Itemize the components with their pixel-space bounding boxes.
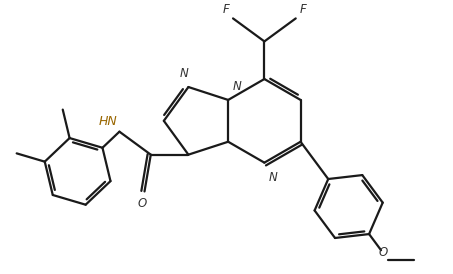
Text: F: F (222, 4, 229, 16)
Text: HN: HN (99, 115, 117, 128)
Text: N: N (180, 67, 189, 80)
Text: O: O (137, 197, 147, 210)
Text: O: O (378, 246, 387, 259)
Text: N: N (233, 79, 242, 93)
Text: N: N (268, 172, 277, 184)
Text: F: F (300, 4, 306, 16)
